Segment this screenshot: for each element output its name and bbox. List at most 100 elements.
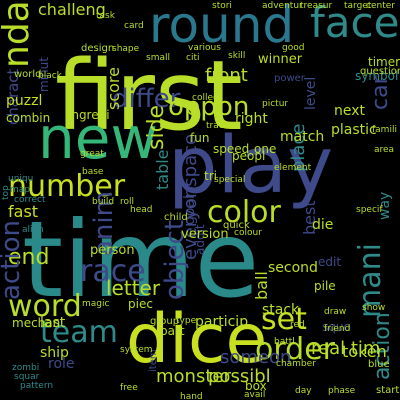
word-level: winner	[258, 52, 303, 67]
word-round: round	[149, 0, 295, 54]
word-start: group	[150, 316, 180, 327]
word-face: face	[310, 0, 400, 47]
word-time: time	[22, 199, 260, 321]
word-design: power	[274, 73, 305, 84]
word-item: combin	[6, 111, 51, 125]
word-symbol: match	[280, 129, 325, 145]
word-color: color	[207, 195, 281, 230]
word-ship: someon	[220, 347, 292, 368]
word-build: build	[92, 197, 115, 207]
word-someon: box	[245, 379, 267, 393]
word-mechan: squo	[322, 320, 351, 334]
word-friend: phase	[328, 386, 356, 396]
word-dice: dice	[126, 300, 268, 379]
word-world: person	[90, 243, 135, 258]
word-type: type	[176, 316, 197, 326]
word-black: shape	[112, 44, 140, 54]
word-order: order	[255, 332, 335, 367]
word-head: head	[130, 205, 153, 215]
word-everyonspace: challeng	[38, 0, 106, 19]
word-pattern: pattern	[20, 381, 54, 391]
word-famili: colour	[234, 228, 262, 238]
word-great: special	[214, 175, 246, 185]
word-magic: magic	[82, 299, 110, 309]
word-adventur: red	[290, 320, 305, 330]
word-end: differ	[112, 84, 181, 114]
word-uniqu: uniqu	[8, 174, 34, 184]
word-group: child	[164, 212, 188, 223]
word-good: skill	[228, 51, 246, 61]
word-charact: table	[153, 149, 172, 190]
word-quick: design	[81, 43, 115, 54]
word-red: friend	[324, 324, 351, 334]
word-first: first	[55, 40, 243, 152]
word-top: ingredi	[68, 108, 110, 122]
word-new: new	[38, 104, 158, 172]
word-blue: start	[376, 385, 400, 396]
word-car: ndash	[0, 0, 37, 68]
word-element: track	[206, 121, 229, 131]
word-ball: puzzl	[6, 93, 43, 109]
word-winner: fun	[190, 131, 210, 145]
word-edit: blue	[368, 359, 390, 370]
word-token: monster	[156, 366, 231, 387]
word-power: question	[360, 66, 400, 77]
word-anim: fast	[8, 202, 39, 221]
word-die: real tim	[311, 338, 381, 359]
word-special: element	[274, 163, 312, 173]
word-ndash: action	[0, 219, 26, 300]
word-pile: token	[342, 342, 387, 361]
word-mani: oppon	[168, 92, 250, 122]
word-place: end	[8, 245, 50, 270]
word-last: possibl	[208, 366, 271, 387]
word-squo: tri	[204, 169, 217, 183]
word-pictur: chamber	[276, 359, 316, 369]
word-goal: timer	[368, 55, 400, 69]
word-track: collect	[192, 93, 222, 103]
word-shape: small	[146, 53, 170, 63]
word-phase: day	[295, 386, 312, 396]
word-fast: world	[14, 69, 42, 80]
word-word: word	[8, 289, 82, 324]
word-match: pile	[314, 279, 336, 293]
word-fun: version	[181, 227, 229, 242]
word-side: front	[205, 65, 248, 86]
word-letter: letter	[106, 276, 161, 300]
word-zombi: zombi	[12, 363, 40, 373]
word-free: system	[120, 345, 153, 355]
word-minut: score	[104, 67, 123, 110]
word-day: battl	[274, 337, 295, 347]
word-specif: target	[344, 1, 372, 11]
word-one: peopl	[232, 149, 266, 163]
word-base: great	[80, 149, 104, 159]
word-citi: black	[38, 71, 62, 81]
word-second: ship	[40, 345, 69, 361]
word-colour: base	[82, 167, 104, 177]
word-task: various	[188, 43, 221, 53]
word-peopl: edit	[318, 255, 342, 269]
word-child: quick	[223, 220, 250, 231]
word-squar: squar	[14, 372, 40, 382]
word-avail: draw	[324, 307, 347, 317]
word-monster: part	[160, 324, 185, 338]
word-possibl: particip	[195, 314, 249, 330]
word-card: task	[96, 11, 115, 21]
word-collect: stori	[212, 1, 232, 11]
word-version: second	[268, 260, 318, 276]
word-hand: specif	[356, 205, 383, 215]
word-number: number	[8, 169, 126, 204]
word-roll: roll	[120, 197, 135, 207]
word-use: hand	[180, 392, 203, 400]
word-stack: last	[40, 315, 66, 331]
word-draw: show	[362, 303, 386, 313]
word-area: famili	[372, 125, 397, 135]
word-target: pictur	[262, 99, 289, 109]
word-skill: center	[366, 1, 395, 11]
word-person: stack	[262, 302, 300, 318]
word-set: set	[261, 302, 307, 337]
word-center: treasur	[300, 1, 333, 11]
word-piec: one	[254, 142, 277, 156]
word-addit: symbol	[355, 69, 399, 83]
word-correct: correct	[14, 195, 46, 205]
